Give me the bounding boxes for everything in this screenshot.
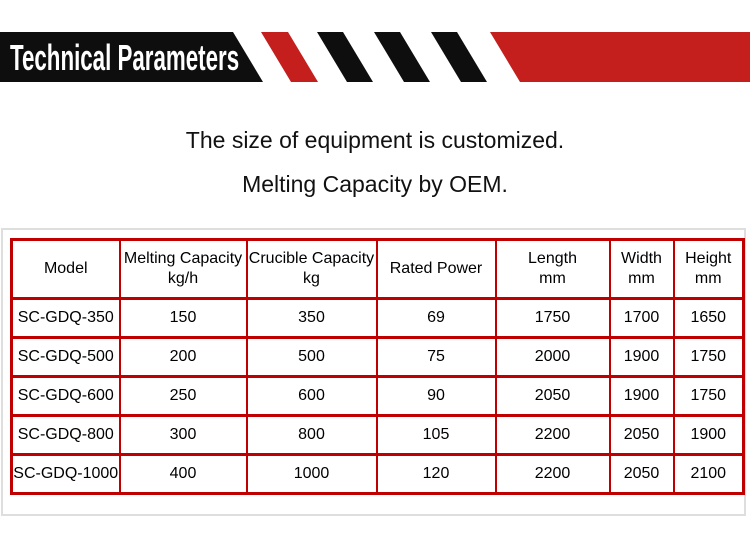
banner-red-stripe	[261, 32, 318, 82]
table-cell: 2200	[494, 414, 611, 456]
table-row: SC-GDQ-600 250 600 90 2050 1900 1750	[10, 375, 745, 417]
col-unit: kg/h	[167, 270, 199, 287]
table-cell-model: SC-GDQ-500	[10, 336, 121, 378]
col-label: Model	[43, 260, 88, 277]
table-row: SC-GDQ-500 200 500 75 2000 1900 1750	[10, 336, 745, 378]
spec-table: Model Melting Capacity kg/h Crucible Cap…	[10, 238, 745, 495]
col-unit: mm	[539, 270, 566, 287]
table-cell: 2100	[672, 453, 745, 495]
table-cell: 250	[118, 375, 248, 417]
table-cell: 75	[375, 336, 497, 378]
section-frame	[1, 228, 746, 516]
table-cell: 1900	[608, 336, 675, 378]
intro-text: The size of equipment is customized. Mel…	[0, 126, 750, 198]
header-row: Model Melting Capacity kg/h Crucible Cap…	[10, 238, 745, 300]
table-row: SC-GDQ-1000 400 1000 120 2200 2050 2100	[10, 453, 745, 495]
table-row: SC-GDQ-800 300 800 105 2200 2050 1900	[10, 414, 745, 456]
table-cell: 2050	[494, 375, 611, 417]
table-cell: 2050	[608, 414, 675, 456]
table-cell: 90	[375, 375, 497, 417]
table-cell: 800	[245, 414, 378, 456]
table-cell: 120	[375, 453, 497, 495]
table-cell: 300	[118, 414, 248, 456]
col-header-height: Height mm	[672, 238, 745, 300]
col-header-melting-capacity: Melting Capacity kg/h	[118, 238, 248, 300]
banner-title: Technical Parameters	[10, 37, 240, 78]
col-unit: mm	[694, 270, 722, 287]
table-cell: 1750	[494, 297, 611, 339]
banner-red-band	[490, 32, 750, 82]
banner-black-stripe-2	[374, 32, 430, 82]
col-header-width: Width mm	[608, 238, 675, 300]
table-cell-model: SC-GDQ-1000	[10, 453, 121, 495]
col-unit: kg	[303, 270, 320, 287]
table-cell: 69	[375, 297, 497, 339]
col-label: Length	[528, 250, 577, 267]
col-label: Rated Power	[389, 260, 483, 277]
table-cell: 2050	[608, 453, 675, 495]
intro-line-1: The size of equipment is customized.	[185, 127, 565, 153]
table-cell: 1900	[672, 414, 745, 456]
table-cell: 600	[245, 375, 378, 417]
table-cell: 2000	[494, 336, 611, 378]
table-cell-model: SC-GDQ-350	[10, 297, 121, 339]
table-row: SC-GDQ-350 150 350 69 1750 1700 1650	[10, 297, 745, 339]
col-label: Crucible Capacity	[248, 250, 375, 267]
col-header-model: Model	[10, 238, 121, 300]
table-cell: 1750	[672, 336, 745, 378]
table-cell: 1000	[245, 453, 378, 495]
table-cell: 200	[118, 336, 248, 378]
table-cell: 400	[118, 453, 248, 495]
banner: Technical Parameters	[0, 32, 750, 82]
table-cell: 1750	[672, 375, 745, 417]
table-cell: 500	[245, 336, 378, 378]
col-header-crucible-capacity: Crucible Capacity kg	[245, 238, 378, 300]
table-cell: 1700	[608, 297, 675, 339]
table-cell: 150	[118, 297, 248, 339]
banner-black-stripe-1	[317, 32, 373, 82]
col-label: Height	[685, 250, 732, 267]
col-label: Melting Capacity	[123, 250, 243, 267]
banner-black-shape	[0, 32, 263, 82]
table-cell-model: SC-GDQ-600	[10, 375, 121, 417]
intro-line-2: Melting Capacity by OEM.	[242, 171, 508, 197]
col-unit: mm	[628, 270, 655, 287]
table-cell: 105	[375, 414, 497, 456]
banner-stripes-graphic	[0, 32, 750, 82]
col-header-rated-power: Rated Power	[375, 238, 497, 300]
table-cell: 2200	[494, 453, 611, 495]
table-cell: 350	[245, 297, 378, 339]
banner-black-stripe-3	[431, 32, 487, 82]
col-label: Width	[621, 250, 662, 267]
table-cell: 1900	[608, 375, 675, 417]
col-header-length: Length mm	[494, 238, 611, 300]
table-cell: 1650	[672, 297, 745, 339]
table-cell-model: SC-GDQ-800	[10, 414, 121, 456]
